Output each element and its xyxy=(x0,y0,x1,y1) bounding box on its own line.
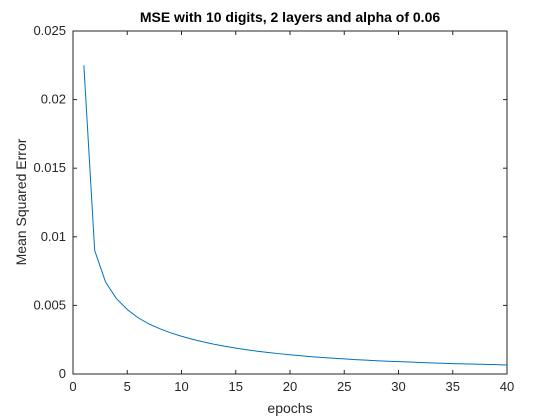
x-tick-label: 20 xyxy=(283,379,297,394)
x-axis: 0 5 10 15 20 25 30 35 40 xyxy=(69,31,514,394)
x-tick-label: 40 xyxy=(500,379,514,394)
series-group xyxy=(83,65,508,366)
y-tick-label: 0.015 xyxy=(33,160,66,175)
y-axis: 0 0.005 0.01 0.015 0.02 0.025 xyxy=(33,23,507,381)
x-tick-label: 10 xyxy=(174,379,188,394)
x-tick-label: 5 xyxy=(124,379,131,394)
x-tick-label: 15 xyxy=(229,379,243,394)
chart-title: MSE with 10 digits, 2 layers and alpha o… xyxy=(140,9,441,25)
y-tick-label: 0.01 xyxy=(41,229,66,244)
y-axis-label: Mean Squared Error xyxy=(13,138,29,265)
x-axis-label: epochs xyxy=(267,400,312,416)
y-tick-label: 0.02 xyxy=(41,92,66,107)
x-tick-label: 35 xyxy=(446,379,460,394)
y-tick-label: 0.025 xyxy=(33,23,66,38)
x-tick-label: 25 xyxy=(337,379,351,394)
x-tick-label: 0 xyxy=(69,379,76,394)
y-tick-label: 0.005 xyxy=(33,297,66,312)
plot-area xyxy=(72,30,508,375)
series-line xyxy=(83,65,508,366)
y-tick-label: 0 xyxy=(59,366,66,381)
x-tick-label: 30 xyxy=(391,379,405,394)
